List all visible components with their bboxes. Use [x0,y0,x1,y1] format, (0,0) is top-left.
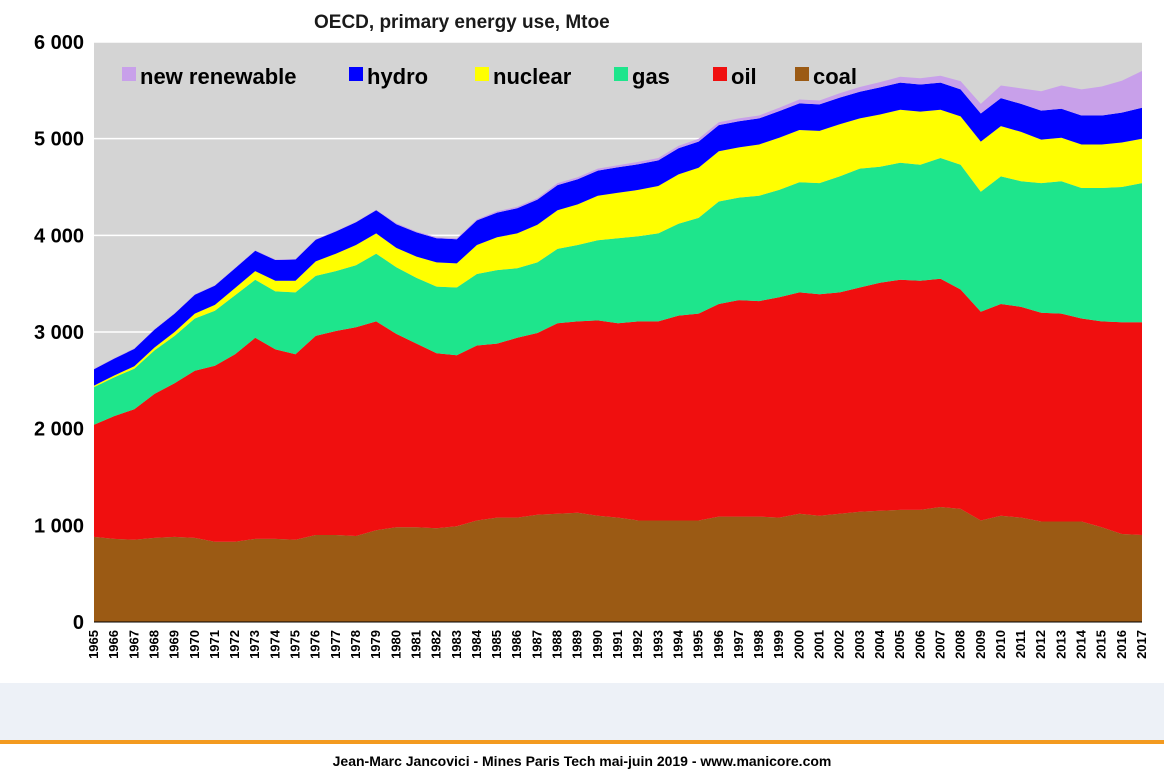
x-tick-label: 2015 [1094,630,1109,659]
x-tick-label: 2010 [993,630,1008,659]
y-tick-label: 2 000 [34,419,84,441]
x-tick-label: 1987 [529,630,544,659]
x-tick-label: 1997 [731,630,746,659]
legend-label-oil: oil [731,64,757,89]
x-tick-label: 1989 [570,630,585,659]
x-tick-label: 1976 [308,630,323,659]
x-tick-label: 2001 [812,630,827,659]
x-axis-ticks: 1965 1966 1967 1968 1969 1970 1971 1972 1973 1974… [86,629,1149,659]
x-tick-label: 1990 [590,630,605,659]
x-tick-label: 1986 [509,630,524,659]
x-tick-label: 1993 [650,630,665,659]
x-tick-label: 2007 [932,630,947,659]
area-hydro [94,82,1142,386]
y-tick-label: 5 000 [34,129,84,151]
x-tick-label: 1994 [670,629,685,659]
x-tick-label: 1983 [449,630,464,659]
x-tick-label: 1971 [207,630,222,659]
y-tick-label: 6 000 [34,32,84,54]
legend-label-hydro: hydro [367,64,428,89]
x-tick-label: 1991 [610,630,625,659]
x-tick-label: 2004 [872,629,887,659]
stacked-areas [94,71,1142,622]
x-tick-label: 2012 [1033,630,1048,659]
x-tick-label: 1998 [751,630,766,659]
legend: new renewable hydro nuclear gas oil coal [122,64,857,89]
x-tick-label: 1967 [126,630,141,659]
y-tick-label: 1 000 [34,515,84,537]
orange-divider [0,740,1164,744]
x-tick-label: 1975 [288,630,303,659]
x-tick-label: 2006 [912,630,927,659]
legend-swatch-new-renewable [122,67,136,81]
area-oil [94,278,1142,542]
bottom-band [0,683,1164,740]
x-tick-label: 1995 [691,630,706,659]
y-tick-label: 4 000 [34,225,84,247]
x-tick-label: 1980 [388,630,403,659]
legend-swatch-oil [713,67,727,81]
x-tick-label: 1968 [146,630,161,659]
x-tick-label: 1970 [187,630,202,659]
x-tick-label: 1973 [247,630,262,659]
legend-label-gas: gas [632,64,670,89]
legend-label-nuclear: nuclear [493,64,572,89]
x-tick-label: 1979 [368,630,383,659]
x-tick-label: 2013 [1053,630,1068,659]
x-tick-label: 1977 [328,630,343,659]
footer-credit: Jean-Marc Jancovici - Mines Paris Tech m… [332,753,832,769]
x-tick-label: 1978 [348,630,363,659]
chart: OECD, primary energy use, Mtoe 0 1 000 2 0… [34,12,1149,659]
x-tick-label: 1965 [86,630,101,659]
x-tick-label: 2003 [852,630,867,659]
x-tick-label: 2008 [953,630,968,659]
x-tick-label: 2002 [832,630,847,659]
x-tick-label: 1992 [630,630,645,659]
legend-swatch-hydro [349,67,363,81]
x-tick-label: 1999 [771,630,786,659]
legend-swatch-gas [614,67,628,81]
area-gas [94,158,1142,425]
x-tick-label: 1985 [489,630,504,659]
x-tick-label: 1982 [429,630,444,659]
chart-title: OECD, primary energy use, Mtoe [314,12,610,33]
x-tick-label: 1984 [469,629,484,659]
y-tick-label: 0 [73,612,84,634]
x-tick-label: 1966 [106,630,121,659]
x-tick-label: 2009 [973,630,988,659]
x-tick-label: 2005 [892,630,907,659]
x-tick-label: 2017 [1134,630,1149,659]
x-tick-label: 1981 [408,630,423,659]
x-tick-label: 2014 [1074,629,1089,659]
legend-label-coal: coal [813,64,857,89]
x-tick-label: 2016 [1114,630,1129,659]
x-tick-label: 1972 [227,630,242,659]
area-new-renewable [94,71,1142,370]
legend-swatch-coal [795,67,809,81]
x-tick-label: 1996 [711,630,726,659]
legend-label-new-renewable: new renewable [140,64,297,89]
area-coal [94,507,1142,622]
x-tick-label: 2011 [1013,630,1028,658]
x-tick-label: 1974 [267,629,282,659]
y-axis-ticks: 0 1 000 2 000 3 000 4 000 5 000 6 000 [34,32,84,634]
legend-swatch-nuclear [475,67,489,81]
y-tick-label: 3 000 [34,322,84,344]
x-tick-label: 2000 [791,630,806,659]
x-tick-label: 1988 [550,630,565,659]
x-tick-label: 1969 [167,630,182,659]
